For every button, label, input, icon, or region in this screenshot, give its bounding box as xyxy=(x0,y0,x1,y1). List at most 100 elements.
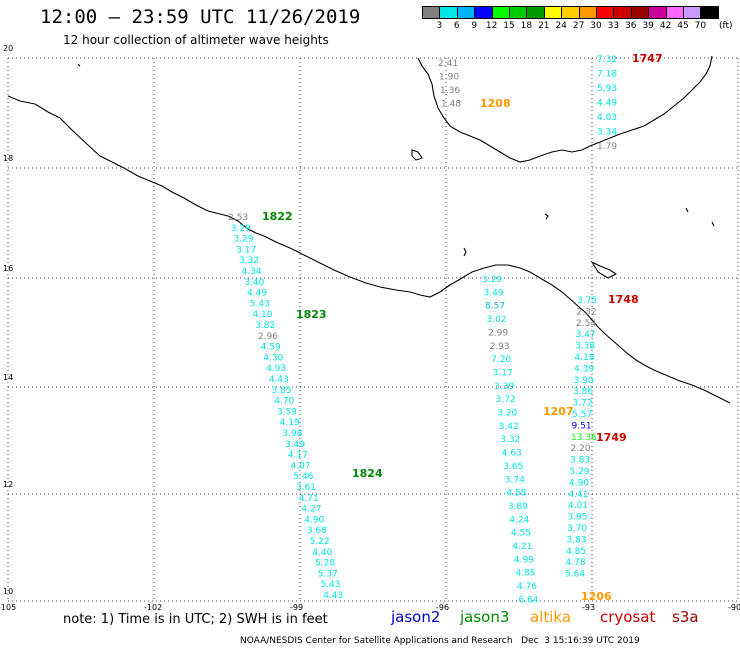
wave-height-label: 2.99 xyxy=(488,328,508,338)
colorbar-label: 12 xyxy=(485,21,498,31)
wave-height-label: 3.83 xyxy=(570,456,590,466)
wave-height-label: 3.59 xyxy=(277,407,297,417)
colorbar-cell xyxy=(700,6,719,19)
wave-height-label: 3.74 xyxy=(505,475,525,485)
wave-height-label: 3.49 xyxy=(285,440,305,450)
island-3 xyxy=(463,247,467,257)
colorbar-label: 70 xyxy=(694,21,707,31)
wave-height-label: 4.90 xyxy=(304,515,324,525)
wave-height-label: 3.90 xyxy=(574,376,594,386)
wave-height-label: 4.58 xyxy=(506,489,526,499)
wave-height-label: 3.39 xyxy=(494,382,514,392)
wave-height-label: 3.95 xyxy=(568,513,588,523)
lat-tick-label: 10 xyxy=(3,587,14,596)
lat-tick-label: 20 xyxy=(3,44,14,53)
wave-height-label: 5.46 xyxy=(293,472,313,482)
pacific-coastline xyxy=(7,95,731,404)
wave-height-label: 5.43 xyxy=(320,580,340,590)
wave-height-label: 4.85 xyxy=(566,547,586,557)
legend-cryosat: cryosat xyxy=(600,608,656,626)
wave-height-label: 3.34 xyxy=(597,128,617,138)
wave-height-label: 3.72 xyxy=(573,399,593,409)
wave-height-label: 5.22 xyxy=(310,537,330,547)
wave-height-label: 2.93 xyxy=(490,342,510,352)
wave-height-label: 3.02 xyxy=(487,315,507,325)
wave-height-label: 2.96 xyxy=(258,332,278,342)
pass-time-label: 1208 xyxy=(480,97,511,110)
pass-time-label: 1823 xyxy=(296,308,327,321)
wave-height-label: 1.79 xyxy=(597,142,617,152)
wave-height-label: 4.85 xyxy=(515,569,535,579)
wave-height-label: 3.17 xyxy=(493,368,513,378)
wave-height-label: 3.47 xyxy=(576,330,596,340)
note-text: note: 1) Time is in UTC; 2) SWH is in fe… xyxy=(63,612,328,627)
wave-height-label: 4.01 xyxy=(568,501,588,511)
island-7 xyxy=(77,63,81,67)
colorbar-label: 39 xyxy=(642,21,654,31)
colorbar-label: 15 xyxy=(503,21,515,31)
colorbar-unit: (ft) xyxy=(719,21,733,31)
island-4 xyxy=(544,213,549,220)
colorbar-label: 30 xyxy=(590,21,602,31)
wave-height-label: 3.40 xyxy=(244,278,264,288)
wave-height-label: 6.64 xyxy=(518,595,538,605)
colorbar-label: 24 xyxy=(555,21,567,31)
wave-height-label: 7.20 xyxy=(491,355,511,365)
wave-height-label: 3.98 xyxy=(282,429,302,439)
wave-height-label: 4.70 xyxy=(274,397,294,407)
colorbar-label: 45 xyxy=(677,21,689,31)
wave-height-label: 4.41 xyxy=(569,490,589,500)
wave-height-label: 3.72 xyxy=(496,395,516,405)
island-5 xyxy=(685,207,689,213)
wave-height-label: 4.30 xyxy=(263,353,283,363)
wave-height-label: 4.59 xyxy=(261,343,281,353)
lat-tick-label: 16 xyxy=(3,264,14,273)
wave-height-label: 4.90 xyxy=(569,478,589,488)
wave-height-label: 5.64 xyxy=(565,570,585,580)
wave-height-label: 4.63 xyxy=(502,449,522,459)
wave-height-label: 4.34 xyxy=(242,267,262,277)
lon-tick-label: -102 xyxy=(144,603,163,612)
wave-height-label: 4.55 xyxy=(511,529,531,539)
wave-height-label: 3.85 xyxy=(272,386,292,396)
wave-height-label: 4.19 xyxy=(280,418,300,428)
wave-height-label: 3.38 xyxy=(575,342,595,352)
wave-height-label: 3.75 xyxy=(577,296,597,306)
map-title: 12:00 – 23:59 UTC 11/26/2019 xyxy=(40,6,361,28)
lon-tick-label: -93 xyxy=(582,603,596,612)
wave-height-label: 5.43 xyxy=(250,299,270,309)
wave-height-label: 3.49 xyxy=(484,288,504,298)
wave-height-label: 3.70 xyxy=(567,524,587,534)
wave-height-label: 3.29 xyxy=(231,224,251,234)
wave-height-label: 5.37 xyxy=(318,569,338,579)
wave-height-label: 4.43 xyxy=(269,375,289,385)
wave-height-label: 3.82 xyxy=(255,321,275,331)
wave-height-label: 7.18 xyxy=(597,70,617,80)
gulf-coastline xyxy=(417,55,713,163)
island-2 xyxy=(590,260,618,279)
colorbar-label: 21 xyxy=(538,21,550,31)
wave-height-label: 4.21 xyxy=(512,542,532,552)
island-1 xyxy=(411,149,423,161)
legend-jason3: jason3 xyxy=(460,608,510,626)
wave-height-label: 3.20 xyxy=(497,409,517,419)
lat-tick-label: 18 xyxy=(3,154,14,163)
wave-height-label: 3.17 xyxy=(236,245,256,255)
wave-height-label: 3.32 xyxy=(500,435,520,445)
wave-height-label: 7.32 xyxy=(597,55,617,65)
wave-height-label: 4.27 xyxy=(301,505,321,515)
colorbar-label: 6 xyxy=(453,21,460,31)
wave-height-label: 3.29 xyxy=(233,235,253,245)
track-time-labels: 1747 1208 1822 1823 1824 1748 1207 1749 1206 xyxy=(262,52,663,603)
wave-height-labels: 7.32 7.18 5.93 4.49 4.03 3.34 1.79 2.41 1.90 1.36… xyxy=(228,55,617,605)
colorbar-label: 33 xyxy=(607,21,620,31)
wave-height-label: 3.89 xyxy=(508,502,528,512)
wave-height-label: 3.83 xyxy=(567,535,587,545)
coastline xyxy=(7,55,731,404)
wave-height-label: 4.17 xyxy=(288,451,308,461)
wave-height-label: 2.20 xyxy=(571,444,591,454)
wave-height-label: 4.76 xyxy=(517,582,537,592)
pass-time-label: 1747 xyxy=(632,52,663,65)
colorbar-label: 42 xyxy=(659,21,672,31)
